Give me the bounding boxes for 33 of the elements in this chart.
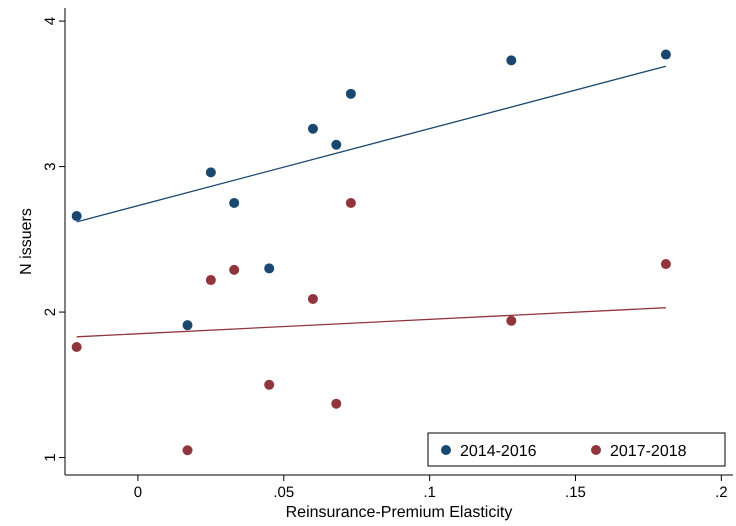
y-axis-title: N issuers (18, 208, 35, 275)
point (331, 140, 342, 150)
point (346, 88, 356, 99)
point (346, 198, 356, 208)
point (206, 167, 216, 178)
y-tick-label: 4 (42, 16, 59, 26)
legend-label: 2014-2016 (460, 443, 537, 460)
point (206, 275, 216, 286)
y-tick-label: 3 (42, 162, 59, 171)
x-tick-label: .05 (273, 484, 294, 501)
legend-label: 2017-2018 (610, 443, 687, 460)
point (506, 316, 516, 326)
point (264, 380, 274, 390)
x-tick-label: .15 (565, 484, 586, 501)
point (660, 259, 671, 270)
y-tick-label: 2 (42, 308, 59, 316)
point (506, 55, 516, 66)
point (660, 50, 671, 60)
x-tick-label: .2 (715, 484, 728, 501)
point (182, 445, 193, 456)
point (308, 294, 318, 304)
y-tick-label: 1 (42, 453, 59, 462)
point (229, 264, 240, 275)
point (331, 398, 342, 409)
x-tick-label: .1 (423, 484, 436, 501)
point (308, 124, 318, 134)
point (229, 198, 240, 208)
point (72, 211, 82, 222)
x-tick-label: 0 (134, 484, 142, 501)
x-axis-title: Reinsurance-Premium Elasticity (286, 504, 512, 521)
point (264, 263, 274, 274)
point (182, 320, 193, 330)
point (72, 342, 82, 352)
